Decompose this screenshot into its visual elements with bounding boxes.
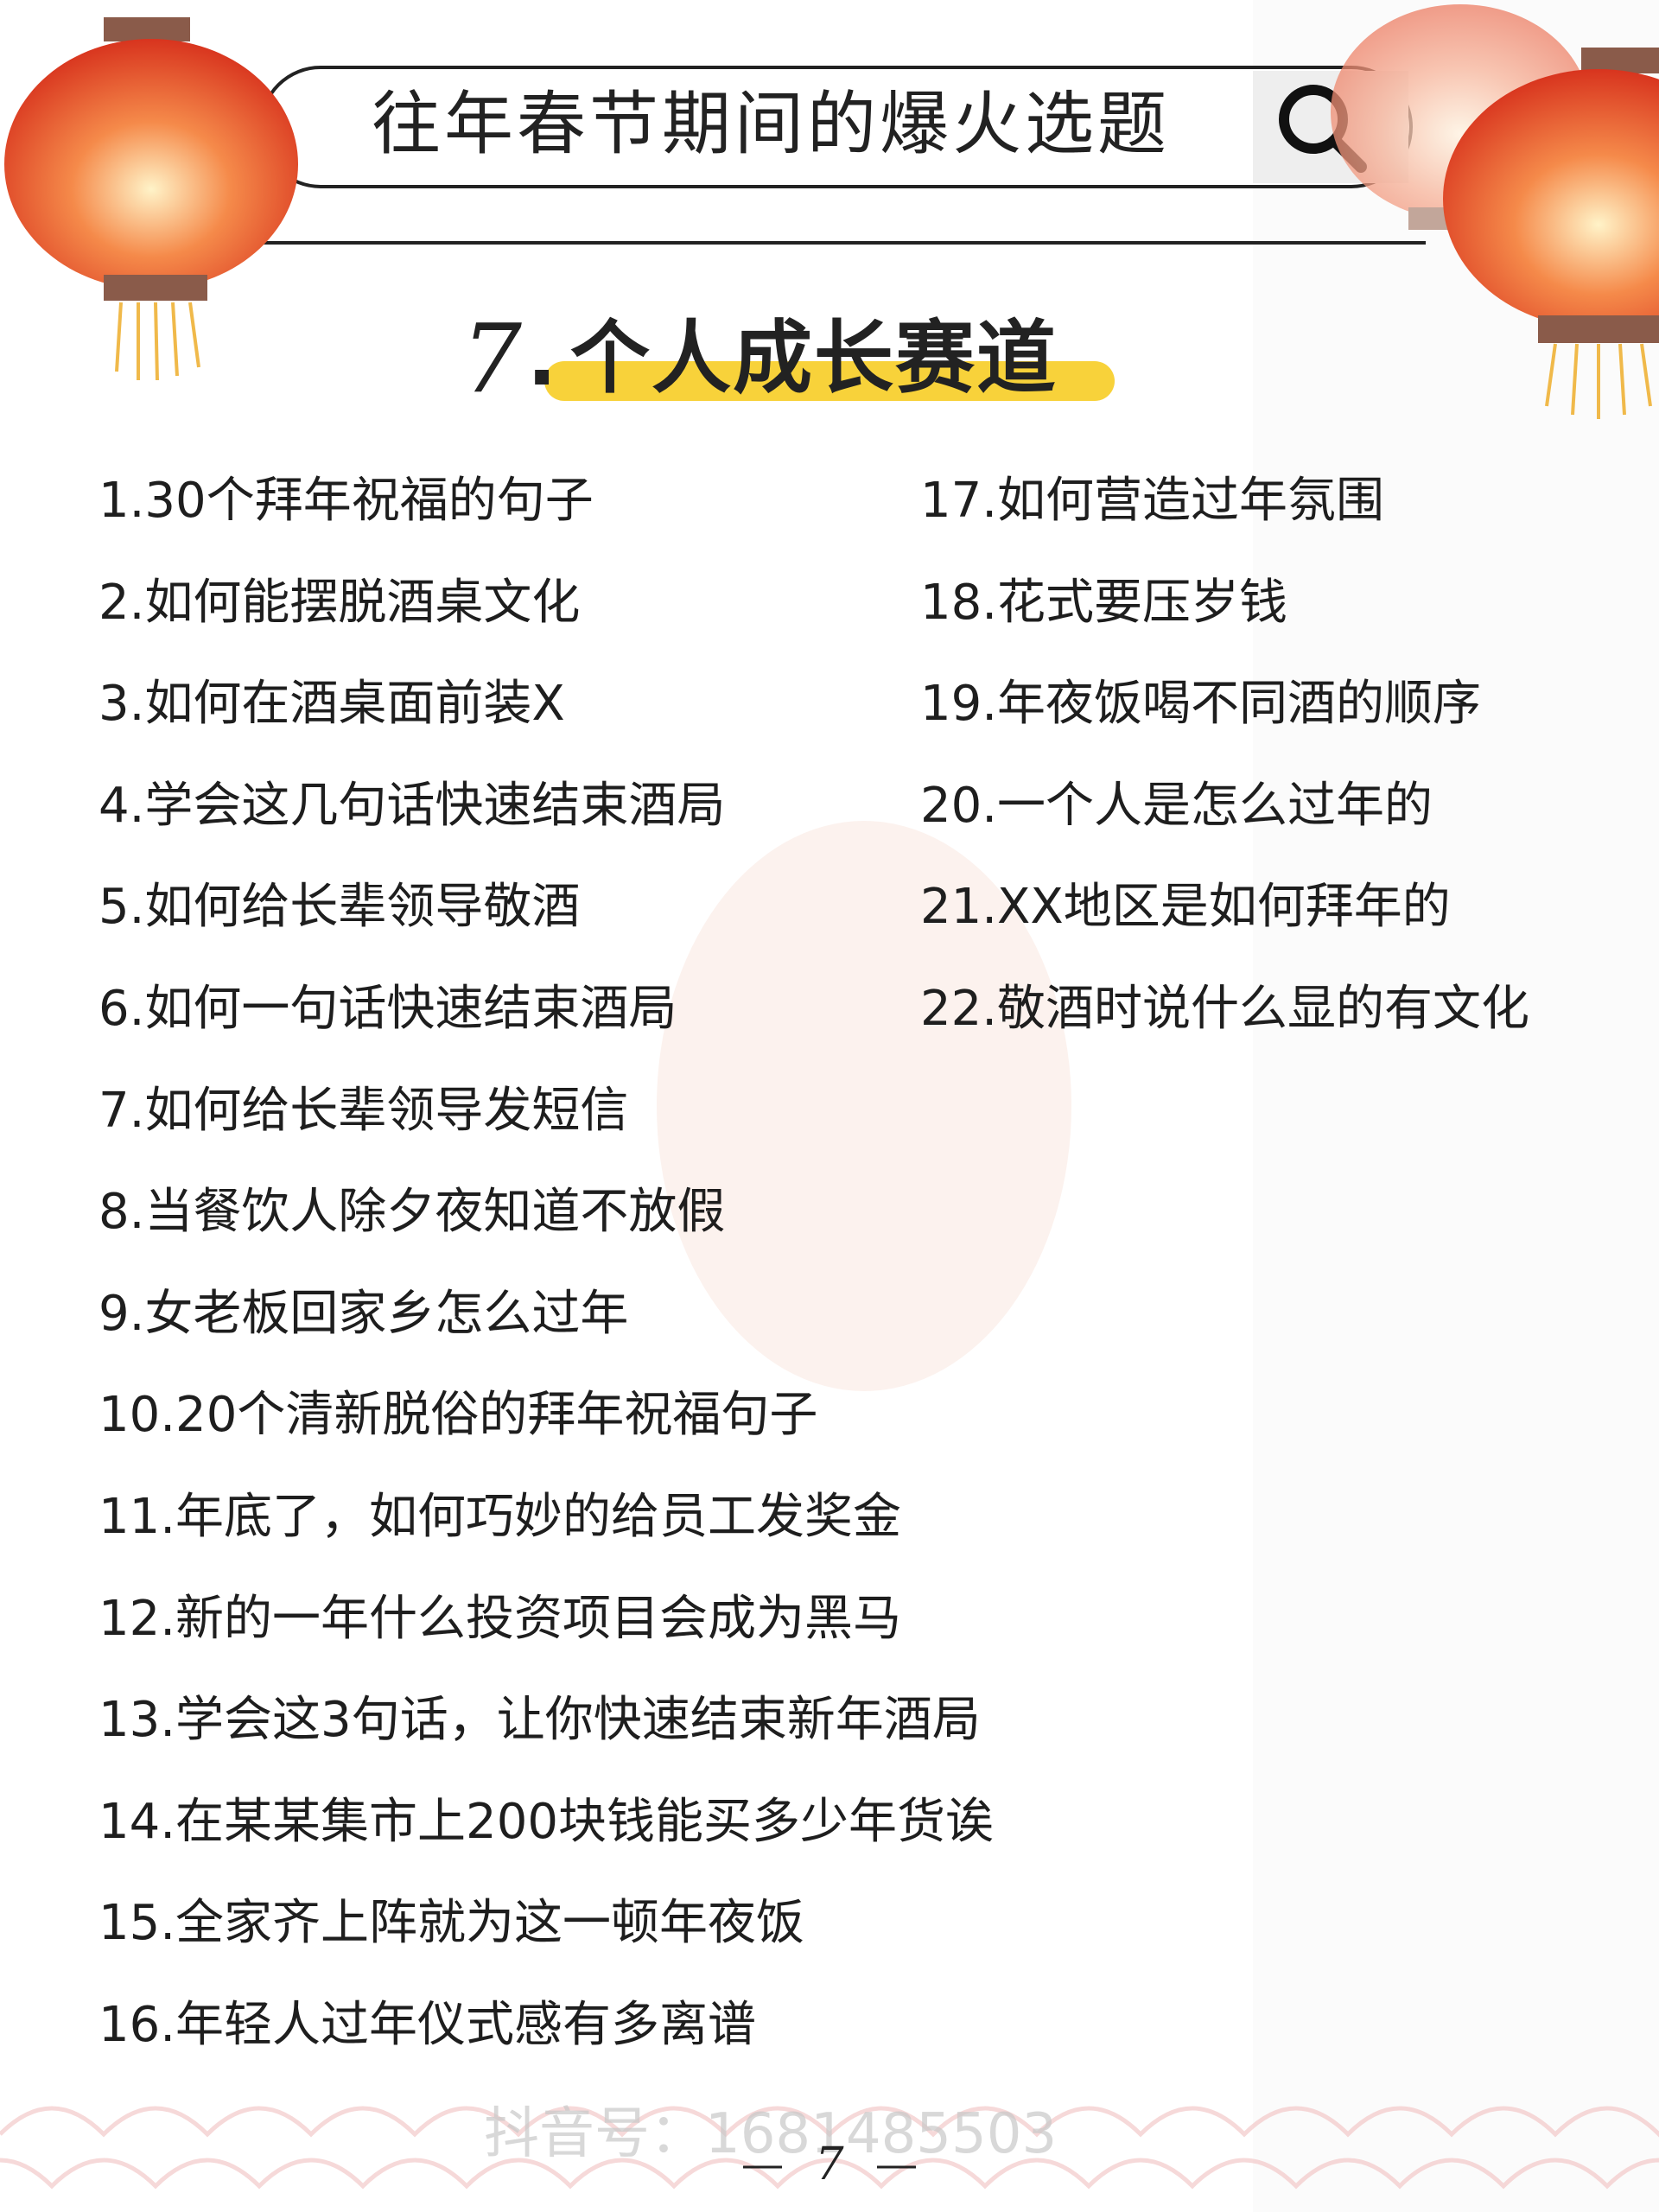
fish-ghost	[657, 821, 1071, 1391]
section-title: 个人成长赛道	[570, 312, 1058, 404]
lantern-left	[4, 17, 298, 381]
list-item: 11.年底了，如何巧妙的给员工发奖金	[99, 1489, 902, 1545]
section-number: 7	[461, 303, 522, 414]
list-item: 12.新的一年什么投资项目会成为黑马	[99, 1590, 902, 1647]
list-item: 20.一个人是怎么过年的	[920, 777, 1433, 834]
list-item: 14.在某某集市上200块钱能买多少年货诶	[99, 1793, 994, 1850]
list-item: 4.学会这几句话快速结束酒局	[99, 777, 726, 834]
list-item: 9.女老板回家乡怎么过年	[99, 1285, 629, 1342]
list-item: 21.XX地区是如何拜年的	[920, 879, 1451, 936]
list-item: 10.20个清新脱俗的拜年祝福句子	[99, 1387, 818, 1444]
side-band	[1253, 0, 1659, 2212]
list-item: 8.当餐饮人除夕夜知道不放假	[99, 1184, 726, 1241]
section-dot: .	[527, 313, 557, 404]
highlight	[544, 361, 1115, 401]
watermark: 抖音号：1681485503	[484, 2102, 1058, 2166]
list-item: 18.花式要压岁钱	[920, 574, 1288, 631]
list-item: 15.全家齐上阵就为这一顿年夜饭	[99, 1895, 805, 1952]
list-item: 6.如何一句话快速结束酒局	[99, 981, 677, 1037]
list-item: 5.如何给长辈领导敬酒	[99, 879, 581, 936]
list-item: 1.30个拜年祝福的句子	[99, 473, 594, 529]
header-title: 往年春节期间的爆火选题	[372, 84, 1170, 164]
list-item: 22.敬酒时说什么显的有文化	[920, 981, 1530, 1037]
list-item: 17.如何营造过年氛围	[920, 473, 1385, 529]
list-item: 3.如何在酒桌面前装X	[99, 676, 565, 733]
list-item: 2.如何能摆脱酒桌文化	[99, 574, 581, 631]
list-item: 13.学会这3句话，让你快速结束新年酒局	[99, 1692, 981, 1749]
lantern-right	[1443, 48, 1659, 419]
list-item: 19.年夜饭喝不同酒的顺序	[920, 676, 1482, 733]
wave-pattern	[0, 2106, 1659, 2190]
page-number: 7	[815, 2139, 844, 2190]
list-item: 16.年轻人过年仪式感有多离谱	[99, 1997, 757, 2053]
list-item: 7.如何给长辈领导发短信	[99, 1082, 629, 1139]
